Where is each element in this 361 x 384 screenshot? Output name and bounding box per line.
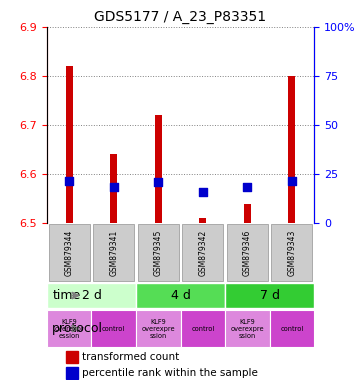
Text: GSM879343: GSM879343	[287, 229, 296, 276]
Text: GSM879341: GSM879341	[109, 230, 118, 276]
FancyBboxPatch shape	[47, 310, 91, 348]
Point	[66, 179, 72, 185]
Text: control: control	[280, 326, 304, 332]
FancyBboxPatch shape	[91, 310, 136, 348]
Text: time: time	[52, 289, 81, 302]
FancyBboxPatch shape	[136, 283, 225, 308]
FancyBboxPatch shape	[225, 310, 270, 348]
Text: control: control	[102, 326, 125, 332]
Text: protocol: protocol	[52, 322, 103, 335]
Bar	[155, 115, 162, 223]
Bar	[66, 351, 78, 362]
Text: transformed count: transformed count	[82, 352, 179, 362]
Text: percentile rank within the sample: percentile rank within the sample	[82, 368, 257, 378]
Text: GSM879345: GSM879345	[154, 229, 163, 276]
Point	[155, 179, 161, 185]
Bar	[288, 76, 295, 223]
Bar	[110, 154, 117, 223]
FancyBboxPatch shape	[271, 224, 312, 281]
Text: 4 d: 4 d	[170, 289, 191, 302]
Text: GSM879346: GSM879346	[243, 229, 252, 276]
FancyBboxPatch shape	[227, 224, 268, 281]
Point	[200, 189, 206, 195]
Text: KLF9
overexpre
ssion: KLF9 overexpre ssion	[230, 319, 264, 339]
Bar	[66, 66, 73, 223]
FancyBboxPatch shape	[182, 224, 223, 281]
FancyBboxPatch shape	[93, 224, 134, 281]
Text: 7 d: 7 d	[260, 289, 279, 302]
Bar	[199, 218, 206, 223]
FancyBboxPatch shape	[225, 283, 314, 308]
Bar	[66, 367, 78, 379]
FancyBboxPatch shape	[180, 310, 225, 348]
Bar	[244, 204, 251, 223]
Text: KLF9
overexpr
ession: KLF9 overexpr ession	[55, 319, 84, 339]
Text: control: control	[191, 326, 214, 332]
FancyBboxPatch shape	[138, 224, 179, 281]
Text: KLF9
overexpre
ssion: KLF9 overexpre ssion	[142, 319, 175, 339]
Point	[289, 179, 295, 185]
Point	[111, 184, 117, 190]
FancyBboxPatch shape	[47, 283, 136, 308]
FancyBboxPatch shape	[270, 310, 314, 348]
Title: GDS5177 / A_23_P83351: GDS5177 / A_23_P83351	[95, 10, 266, 25]
Text: GSM879342: GSM879342	[198, 230, 207, 276]
Text: 2 d: 2 d	[82, 289, 101, 302]
Point	[244, 184, 250, 190]
FancyBboxPatch shape	[136, 310, 180, 348]
Text: GSM879344: GSM879344	[65, 229, 74, 276]
FancyBboxPatch shape	[49, 224, 90, 281]
